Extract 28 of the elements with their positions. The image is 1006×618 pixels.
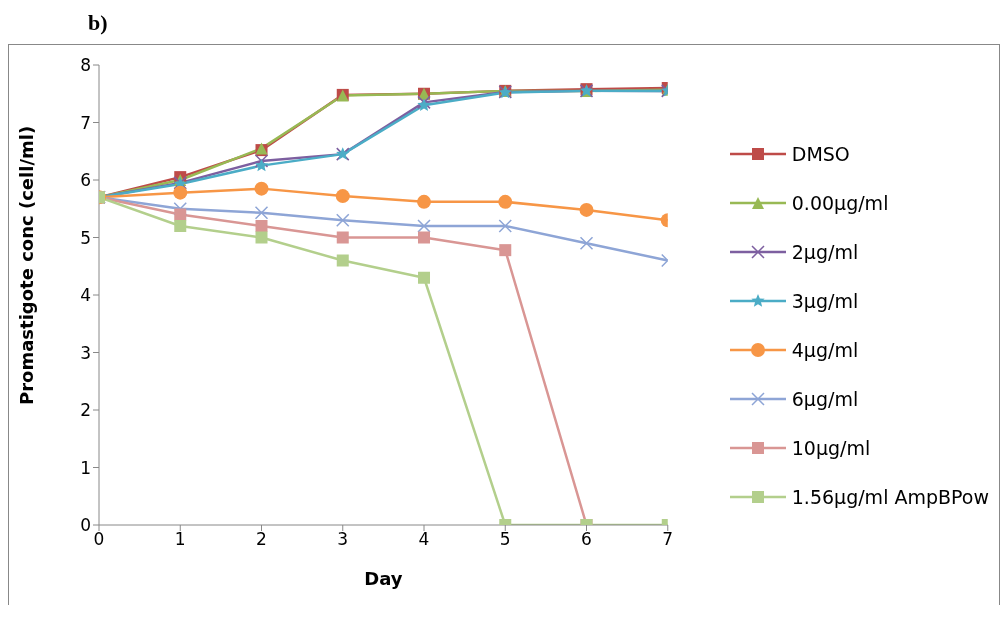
y-tick-label: 8 — [80, 55, 91, 76]
x-axis-title: Day — [364, 568, 403, 589]
legend-label: 1.56µg/ml AmpBPow — [791, 484, 989, 510]
y-tick-label: 5 — [80, 227, 91, 248]
y-tick-label: 0 — [80, 515, 91, 536]
legend-label: 4µg/ml — [791, 337, 859, 363]
y-tick-label: 2 — [80, 400, 91, 421]
x-tick-label: 3 — [337, 529, 349, 550]
x-tick-label: 6 — [581, 529, 592, 550]
legend-label: 6µg/ml — [791, 386, 859, 412]
x-tick-label: 0 — [93, 529, 105, 550]
legend-label: 0.00µg/ml — [791, 190, 889, 216]
y-tick-label: 7 — [80, 112, 91, 133]
y-tick-label: 6 — [80, 170, 91, 191]
legend-label: 10µg/ml — [791, 435, 871, 461]
y-axis-title: Promastigote conc (cell/ml) — [16, 125, 38, 405]
legend-label: DMSO — [791, 141, 850, 167]
x-tick-label: 7 — [662, 529, 674, 550]
chart-title: b) — [88, 10, 108, 36]
x-tick-label: 5 — [499, 529, 511, 550]
x-tick-label: 2 — [256, 529, 267, 550]
y-tick-label: 1 — [80, 457, 91, 478]
y-tick-label: 4 — [80, 285, 91, 306]
x-tick-label: 4 — [418, 529, 430, 550]
legend-label: 3µg/ml — [791, 288, 859, 314]
x-tick-label: 1 — [174, 529, 186, 550]
legend-label: 2µg/ml — [791, 239, 859, 265]
y-tick-label: 3 — [80, 342, 91, 363]
